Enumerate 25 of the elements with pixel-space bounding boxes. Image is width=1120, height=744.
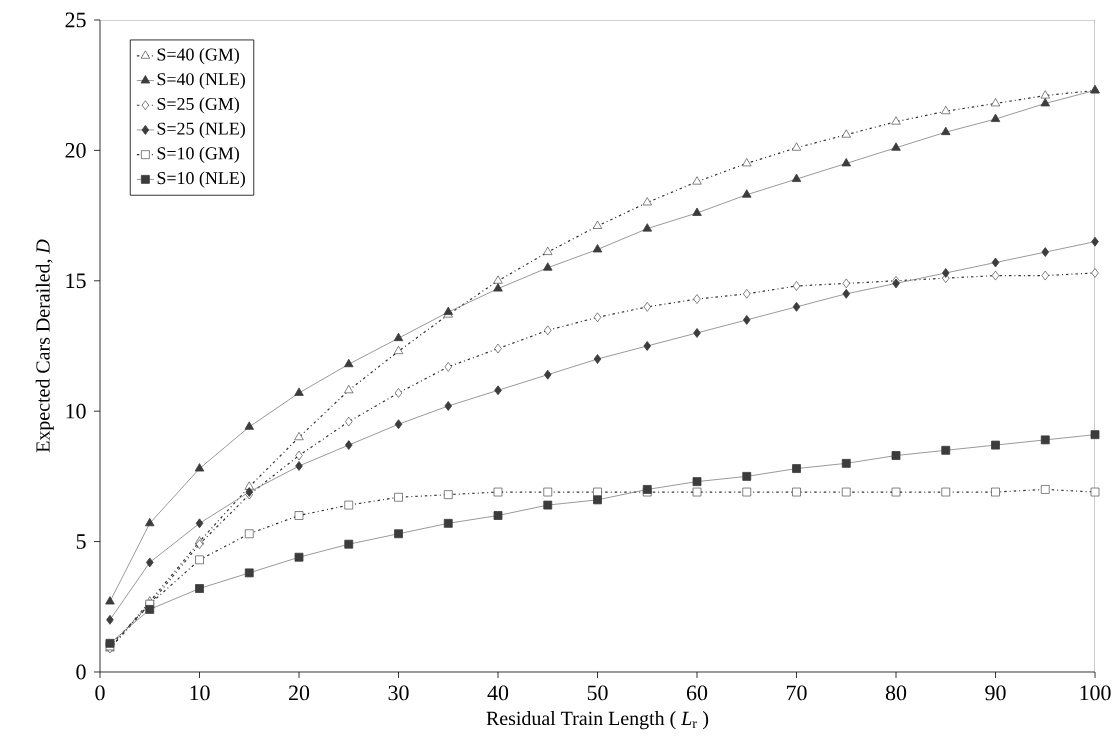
y-tick-label: 10	[66, 403, 86, 419]
legend-label: S=10 (NLE)	[157, 171, 245, 188]
y-tick-label: 25	[65, 12, 86, 28]
legend-label: S=25 (GM)	[157, 97, 239, 114]
x-tick-label: 100	[1080, 685, 1111, 701]
y-tick-label: 15	[66, 273, 86, 289]
x-tick-label: 40	[487, 685, 509, 701]
legend-label: S=40 (NLE)	[157, 72, 245, 89]
y-tick-label: 20	[65, 142, 86, 158]
x-tick-label: 80	[885, 685, 907, 701]
x-tick-label: 30	[388, 685, 409, 701]
x-tick-label: 60	[686, 685, 708, 701]
legend-label: S=10 (GM)	[157, 146, 239, 164]
x-tick-label: 70	[786, 685, 807, 701]
x-axis-title: Residual Train Length ( L$_{r}$ )	[486, 711, 709, 730]
x-tick-label: 20	[289, 685, 310, 701]
y-axis-title: Expected Cars Derailed, D	[35, 239, 54, 453]
x-tick-label: 0	[95, 685, 105, 701]
y-tick-label: 5	[76, 534, 86, 549]
x-tick-label: 90	[985, 685, 1006, 701]
y-tick-label: 0	[76, 664, 86, 680]
x-tick-label: 50	[587, 685, 608, 701]
x-tick-label: 10	[190, 685, 210, 701]
legend-label: S=25 (NLE)	[157, 122, 245, 139]
legend-label: S=40 (GM)	[157, 47, 239, 65]
